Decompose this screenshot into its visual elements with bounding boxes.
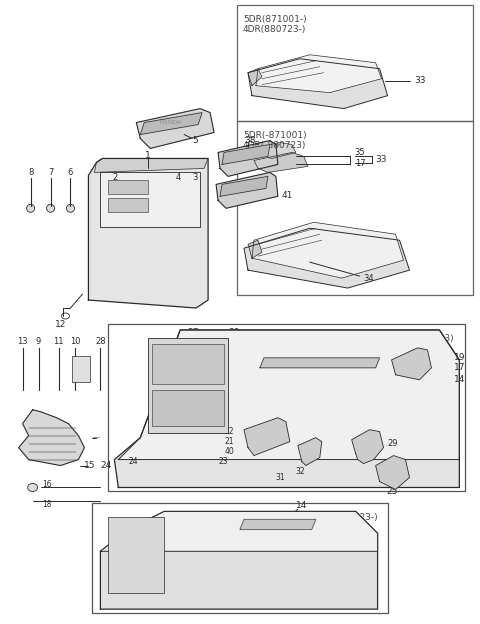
Polygon shape — [392, 348, 432, 380]
Polygon shape — [352, 430, 384, 464]
Text: 17: 17 — [455, 363, 466, 373]
Polygon shape — [248, 240, 262, 258]
Polygon shape — [376, 456, 409, 489]
Text: 22: 22 — [225, 427, 234, 436]
Bar — [237, 5, 473, 120]
Text: 19: 19 — [455, 353, 466, 363]
Text: 21: 21 — [225, 437, 234, 446]
Text: 16: 16 — [42, 480, 51, 489]
Bar — [152, 344, 224, 384]
Text: 28: 28 — [95, 338, 106, 346]
Ellipse shape — [298, 461, 306, 467]
Text: 4: 4 — [176, 173, 181, 182]
Text: 26: 26 — [274, 336, 286, 344]
Text: 18: 18 — [42, 500, 51, 509]
Bar — [108, 324, 465, 492]
Text: 34: 34 — [364, 273, 374, 283]
Bar — [237, 120, 473, 295]
Ellipse shape — [264, 160, 272, 165]
Polygon shape — [260, 358, 380, 368]
Polygon shape — [100, 512, 378, 552]
Text: 8: 8 — [28, 168, 33, 177]
Text: (880723-): (880723-) — [333, 514, 378, 522]
Polygon shape — [119, 330, 459, 459]
Text: 24: 24 — [100, 461, 112, 470]
Ellipse shape — [286, 477, 294, 482]
Text: 31: 31 — [275, 473, 285, 482]
Ellipse shape — [145, 227, 165, 254]
Text: 12: 12 — [55, 321, 66, 329]
Polygon shape — [298, 437, 322, 466]
Bar — [72, 356, 90, 382]
Text: 27: 27 — [188, 328, 199, 338]
Polygon shape — [222, 145, 270, 165]
Text: 24: 24 — [128, 457, 138, 466]
Bar — [148, 338, 228, 432]
Polygon shape — [240, 519, 316, 529]
Bar — [108, 180, 148, 194]
Text: 15: 15 — [84, 461, 96, 470]
Ellipse shape — [28, 484, 37, 492]
Polygon shape — [216, 172, 278, 208]
Bar — [108, 517, 164, 593]
Text: 11: 11 — [53, 338, 64, 346]
Text: 44: 44 — [309, 350, 319, 359]
Polygon shape — [244, 417, 290, 456]
Text: HYUNDAI: HYUNDAI — [160, 120, 182, 125]
Text: 30: 30 — [336, 350, 346, 359]
Text: 2: 2 — [113, 173, 118, 182]
Text: 29: 29 — [387, 439, 398, 448]
Ellipse shape — [26, 204, 35, 212]
Polygon shape — [244, 228, 409, 288]
Polygon shape — [252, 222, 404, 278]
Text: 39: 39 — [228, 328, 240, 338]
Polygon shape — [248, 59, 387, 109]
Text: (-880723): (-880723) — [409, 334, 454, 343]
Text: —: — — [93, 435, 100, 441]
Text: 10: 10 — [70, 338, 81, 346]
Polygon shape — [174, 354, 210, 360]
Ellipse shape — [67, 204, 74, 212]
Text: 6: 6 — [68, 168, 73, 177]
Polygon shape — [254, 142, 296, 158]
Bar — [100, 172, 200, 227]
Ellipse shape — [274, 157, 282, 163]
Polygon shape — [178, 338, 210, 360]
Text: 42: 42 — [399, 339, 410, 348]
Polygon shape — [216, 338, 252, 360]
Bar — [93, 504, 387, 613]
Polygon shape — [256, 55, 382, 92]
Text: 9: 9 — [36, 338, 41, 346]
Polygon shape — [95, 158, 208, 172]
Bar — [152, 390, 224, 426]
Text: 5DR(871001-)
4DR(880723-): 5DR(871001-) 4DR(880723-) — [243, 15, 307, 34]
Text: 41: 41 — [282, 191, 293, 200]
Polygon shape — [88, 158, 208, 308]
Polygon shape — [372, 346, 397, 374]
Text: 5: 5 — [192, 136, 198, 145]
Polygon shape — [140, 112, 202, 135]
Text: 3: 3 — [192, 173, 198, 182]
Polygon shape — [136, 109, 214, 149]
Text: 13: 13 — [17, 338, 28, 346]
Text: 33: 33 — [376, 155, 387, 164]
Text: 33: 33 — [415, 76, 426, 85]
Polygon shape — [254, 152, 308, 172]
Ellipse shape — [397, 357, 413, 367]
Polygon shape — [100, 512, 378, 609]
Polygon shape — [248, 69, 262, 85]
Polygon shape — [278, 344, 298, 368]
Ellipse shape — [47, 204, 55, 212]
Text: 37: 37 — [345, 336, 355, 344]
Polygon shape — [212, 354, 252, 360]
Text: 40: 40 — [224, 447, 234, 456]
Polygon shape — [220, 177, 268, 197]
Ellipse shape — [137, 218, 173, 262]
Text: 25: 25 — [386, 487, 397, 496]
Text: 7: 7 — [48, 168, 53, 177]
Text: 23: 23 — [218, 457, 228, 466]
Text: 5DR(-871001)
4DR(-880723): 5DR(-871001) 4DR(-880723) — [243, 130, 307, 150]
Text: 43: 43 — [299, 336, 309, 344]
Text: 14: 14 — [455, 375, 466, 384]
Polygon shape — [218, 140, 278, 177]
